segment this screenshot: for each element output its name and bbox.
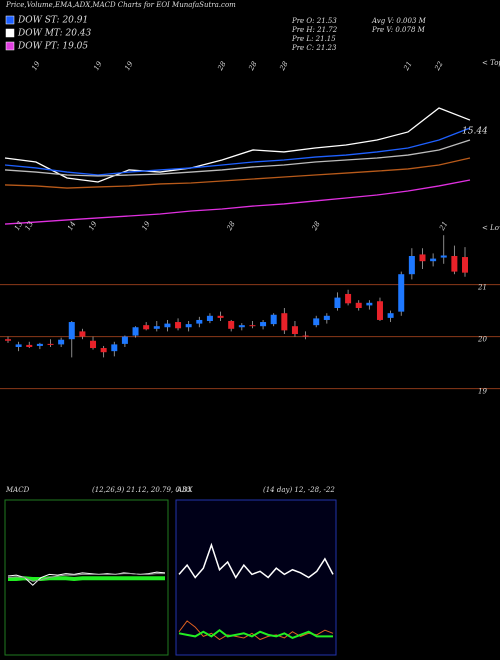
legend-text: DOW ST: 20.91 [17, 16, 88, 26]
panel-subtitle: (12,26,9) 21.12, 20.79, 0.33 [92, 486, 192, 494]
candle-body [47, 343, 54, 345]
candle-body [36, 343, 43, 346]
candle-body [313, 318, 320, 326]
legend-swatch [5, 41, 15, 51]
y-tick-label: 19 [478, 388, 487, 396]
x-tick-label: 28 [225, 220, 237, 233]
x-tick-label: 13 [24, 220, 36, 232]
series-line [4, 127, 471, 176]
series-line [178, 542, 334, 579]
candle-body [249, 325, 256, 327]
x-tick-label: 19 [123, 60, 135, 72]
legend-swatch [5, 28, 15, 38]
candle-body [355, 302, 362, 308]
candle-body [121, 336, 128, 344]
x-tick-label: 14 [66, 220, 77, 232]
series-line [4, 139, 471, 177]
series-line [178, 620, 334, 641]
candle-body [440, 255, 447, 258]
y-tick-label: 20 [477, 336, 487, 344]
series-line [7, 573, 165, 582]
x-tick-label: 22 [433, 60, 445, 73]
x-tick-label: 19 [92, 60, 104, 72]
candle-body [302, 335, 309, 337]
series-line [178, 628, 333, 640]
candle-body [345, 293, 352, 304]
candle-body [291, 326, 298, 334]
x-tick-label: 21 [402, 60, 414, 73]
candle-body [217, 315, 224, 318]
stat: Pre V: 0.078 M [371, 26, 426, 34]
candle-body [100, 348, 107, 353]
candle-body [376, 301, 383, 320]
stat: Pre H: 21.72 [291, 26, 338, 34]
stat: Pre L: 21.15 [291, 35, 336, 43]
x-tick-label: 13 [13, 220, 25, 232]
candle-body [419, 254, 426, 262]
candle-body [143, 325, 150, 330]
candle-body [462, 257, 468, 273]
x-tick-label: 28 [310, 220, 322, 233]
candle-body [408, 256, 415, 275]
candle-body [5, 339, 11, 341]
series-line [4, 107, 471, 183]
stat: Pre C: 21.23 [291, 44, 337, 52]
candle-body [260, 322, 267, 327]
y-tick-label: 21 [477, 284, 487, 292]
candle-body [58, 339, 65, 345]
candle-body [270, 314, 277, 325]
candle-body [175, 322, 182, 329]
candle-body [185, 324, 192, 328]
candle-body [430, 258, 437, 262]
x-tick-label: 19 [140, 220, 152, 232]
legend-swatch [5, 15, 15, 25]
adx-panel [175, 499, 337, 656]
candle-body [334, 297, 341, 308]
candle-body [323, 315, 330, 320]
candle-body [228, 321, 235, 329]
candle-body [387, 313, 394, 318]
candle-body [68, 322, 75, 340]
panel-title: ADX [176, 486, 194, 494]
stat: Pre O: 21.53 [291, 17, 337, 25]
legend-text: DOW MT: 20.43 [17, 29, 92, 39]
page-title: Price,Volume,EMA,ADX,MACD Charts for EOI… [5, 1, 236, 9]
series-line [8, 576, 165, 582]
panel-title: MACD [5, 486, 30, 494]
candle-body [196, 319, 203, 324]
x-tick-label: 28 [216, 60, 228, 73]
candle-body [206, 315, 213, 321]
stat: Avg V: 0.003 M [371, 17, 427, 25]
series-line [4, 179, 471, 225]
x-tick-label: 19 [30, 60, 42, 72]
x-tick-label: 28 [278, 60, 290, 73]
candle-body [281, 313, 288, 331]
annotation: < Tops [482, 59, 500, 67]
candle-body [90, 340, 97, 349]
candle-body [451, 256, 458, 272]
x-tick-label: 19 [87, 220, 99, 232]
candle-body [366, 302, 373, 306]
legend-text: DOW PT: 19.05 [17, 42, 88, 52]
x-tick-label: 28 [247, 60, 259, 73]
candle-body [164, 323, 171, 328]
candle-body [79, 331, 86, 337]
panel-subtitle: (14 day) 12, -28, -22 [263, 486, 335, 494]
candle-body [398, 274, 405, 312]
candle-body [26, 344, 33, 347]
candle-body [132, 327, 139, 336]
candle-body [15, 344, 22, 347]
x-tick-label: 21 [438, 220, 450, 233]
series-line [4, 157, 471, 189]
annotation: 15.44 [462, 127, 488, 137]
candle-body [238, 325, 245, 328]
annotation: < Lows [482, 224, 500, 232]
candle-body [111, 344, 118, 352]
candle-body [153, 326, 160, 329]
